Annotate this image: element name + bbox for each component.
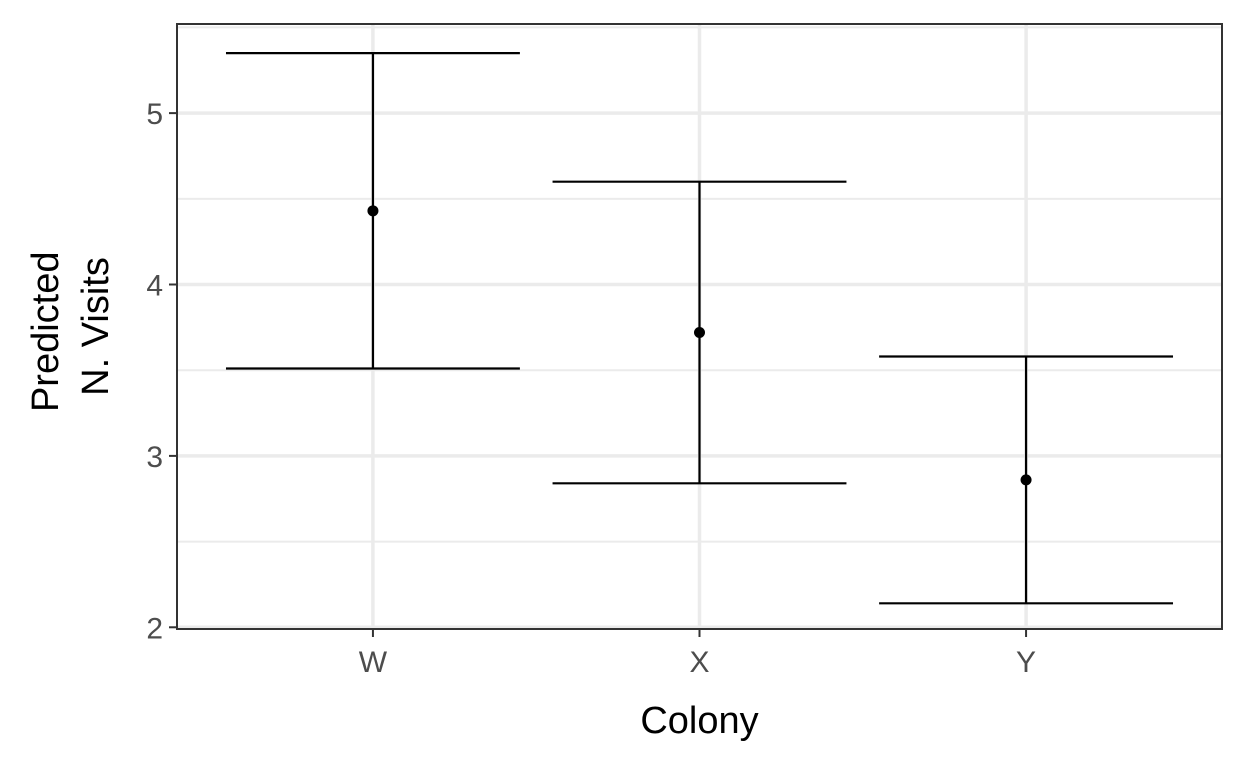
y-tick-label: 5 [146, 98, 163, 131]
x-axis-title: Colony [640, 700, 758, 742]
y-axis: 2 3 4 5 [146, 98, 177, 645]
y-axis-title-line-1: Predicted [25, 252, 67, 413]
y-axis-title-line-2: N. Visits [75, 257, 117, 396]
x-tick-label: W [359, 646, 388, 679]
x-axis: W X Y [359, 629, 1036, 679]
point-Y [1020, 474, 1032, 486]
point-X [694, 326, 705, 338]
x-tick-label: X [689, 646, 709, 679]
y-tick-label: 4 [146, 270, 163, 303]
y-tick-label: 2 [146, 612, 163, 645]
y-tick-label: 3 [146, 441, 163, 474]
point-W [367, 205, 379, 217]
error-bar-marks [225, 52, 1174, 605]
x-tick-label: Y [1016, 646, 1036, 679]
y-axis-title: Predicted N. Visits [25, 241, 117, 412]
